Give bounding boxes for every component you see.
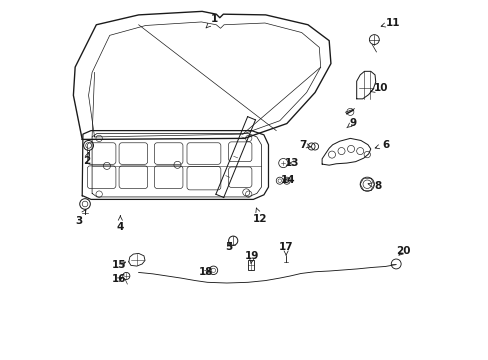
Text: 3: 3 [75, 210, 86, 226]
Text: 10: 10 [370, 83, 388, 93]
Text: 7: 7 [299, 140, 310, 150]
Text: 14: 14 [281, 175, 295, 185]
Text: 1: 1 [205, 14, 218, 28]
Text: 18: 18 [198, 267, 212, 278]
Text: 13: 13 [284, 158, 299, 168]
Text: 6: 6 [374, 140, 388, 150]
Text: 20: 20 [395, 246, 409, 256]
Text: 4: 4 [117, 216, 124, 231]
Text: 8: 8 [367, 181, 381, 192]
Text: 19: 19 [244, 251, 259, 264]
Text: 17: 17 [278, 242, 293, 255]
Text: 15: 15 [111, 260, 126, 270]
Text: 9: 9 [346, 118, 356, 128]
Text: 12: 12 [253, 208, 267, 224]
Text: 11: 11 [380, 18, 399, 28]
Text: 2: 2 [82, 153, 90, 166]
Text: 16: 16 [111, 274, 126, 284]
Text: 5: 5 [225, 242, 232, 252]
